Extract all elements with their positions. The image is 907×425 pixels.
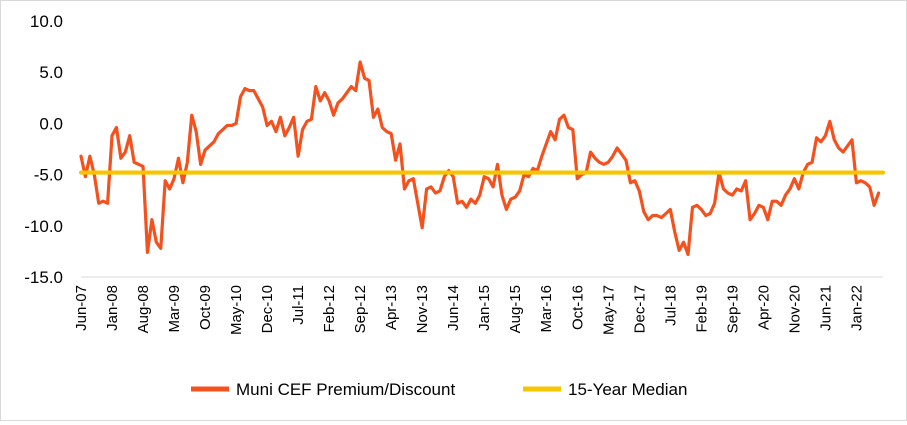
x-tick-label: Dec-17 [631, 285, 648, 333]
x-tick-label: Jun-14 [445, 285, 462, 331]
x-tick-label: Jun-07 [73, 285, 90, 331]
y-tick-label: -15.0 [24, 268, 63, 287]
y-tick-label: 5.0 [39, 63, 63, 82]
x-tick-label: Jun-21 [817, 285, 834, 331]
x-tick-label: Feb-19 [693, 285, 710, 333]
premium-discount-line [79, 60, 881, 257]
x-axis: Jun-07 Jan-08 Aug-08 Mar-09 Oct-09 May-10 Dec-… [73, 276, 883, 335]
x-tick-label: Feb-12 [321, 285, 338, 333]
x-tick-label: Oct-09 [197, 285, 214, 330]
x-tick-label: Nov-13 [414, 285, 431, 333]
x-tick-label: Jul-11 [290, 285, 307, 325]
y-tick-label: -5.0 [34, 166, 63, 185]
x-tick-label: Mar-09 [166, 285, 183, 333]
x-tick-label: May-10 [228, 285, 245, 335]
x-tick-label: Sep-12 [352, 285, 369, 333]
legend: Muni CEF Premium/Discount 15-Year Median [191, 380, 687, 399]
x-tick-label: Jan-08 [104, 285, 121, 331]
x-tick-label: Oct-16 [569, 285, 586, 330]
x-tick-label: Mar-16 [538, 285, 555, 333]
x-tick-label: Apr-20 [755, 285, 772, 330]
x-tick-label: Aug-08 [135, 285, 152, 333]
legend-label-premium-discount: Muni CEF Premium/Discount [236, 380, 455, 399]
series-layer [78, 60, 886, 257]
y-tick-label: 0.0 [39, 114, 63, 133]
y-axis: 10.0 5.0 0.0 -5.0 -10.0 -15.0 [24, 12, 63, 287]
x-tick-label: Nov-20 [786, 285, 803, 333]
y-tick-label: 10.0 [30, 12, 63, 31]
x-tick-label: Jul-18 [662, 285, 679, 326]
x-tick-label: Dec-10 [259, 285, 276, 333]
x-tick-label: Jan-22 [848, 285, 865, 331]
y-tick-label: -10.0 [24, 217, 63, 236]
x-tick-label: Jan-15 [476, 285, 493, 331]
x-tick-label: Apr-13 [383, 285, 400, 330]
x-tick-label: Sep-19 [724, 285, 741, 333]
x-tick-label: Aug-15 [507, 285, 524, 333]
legend-label-median: 15-Year Median [568, 380, 687, 399]
x-tick-label: May-17 [600, 285, 617, 335]
